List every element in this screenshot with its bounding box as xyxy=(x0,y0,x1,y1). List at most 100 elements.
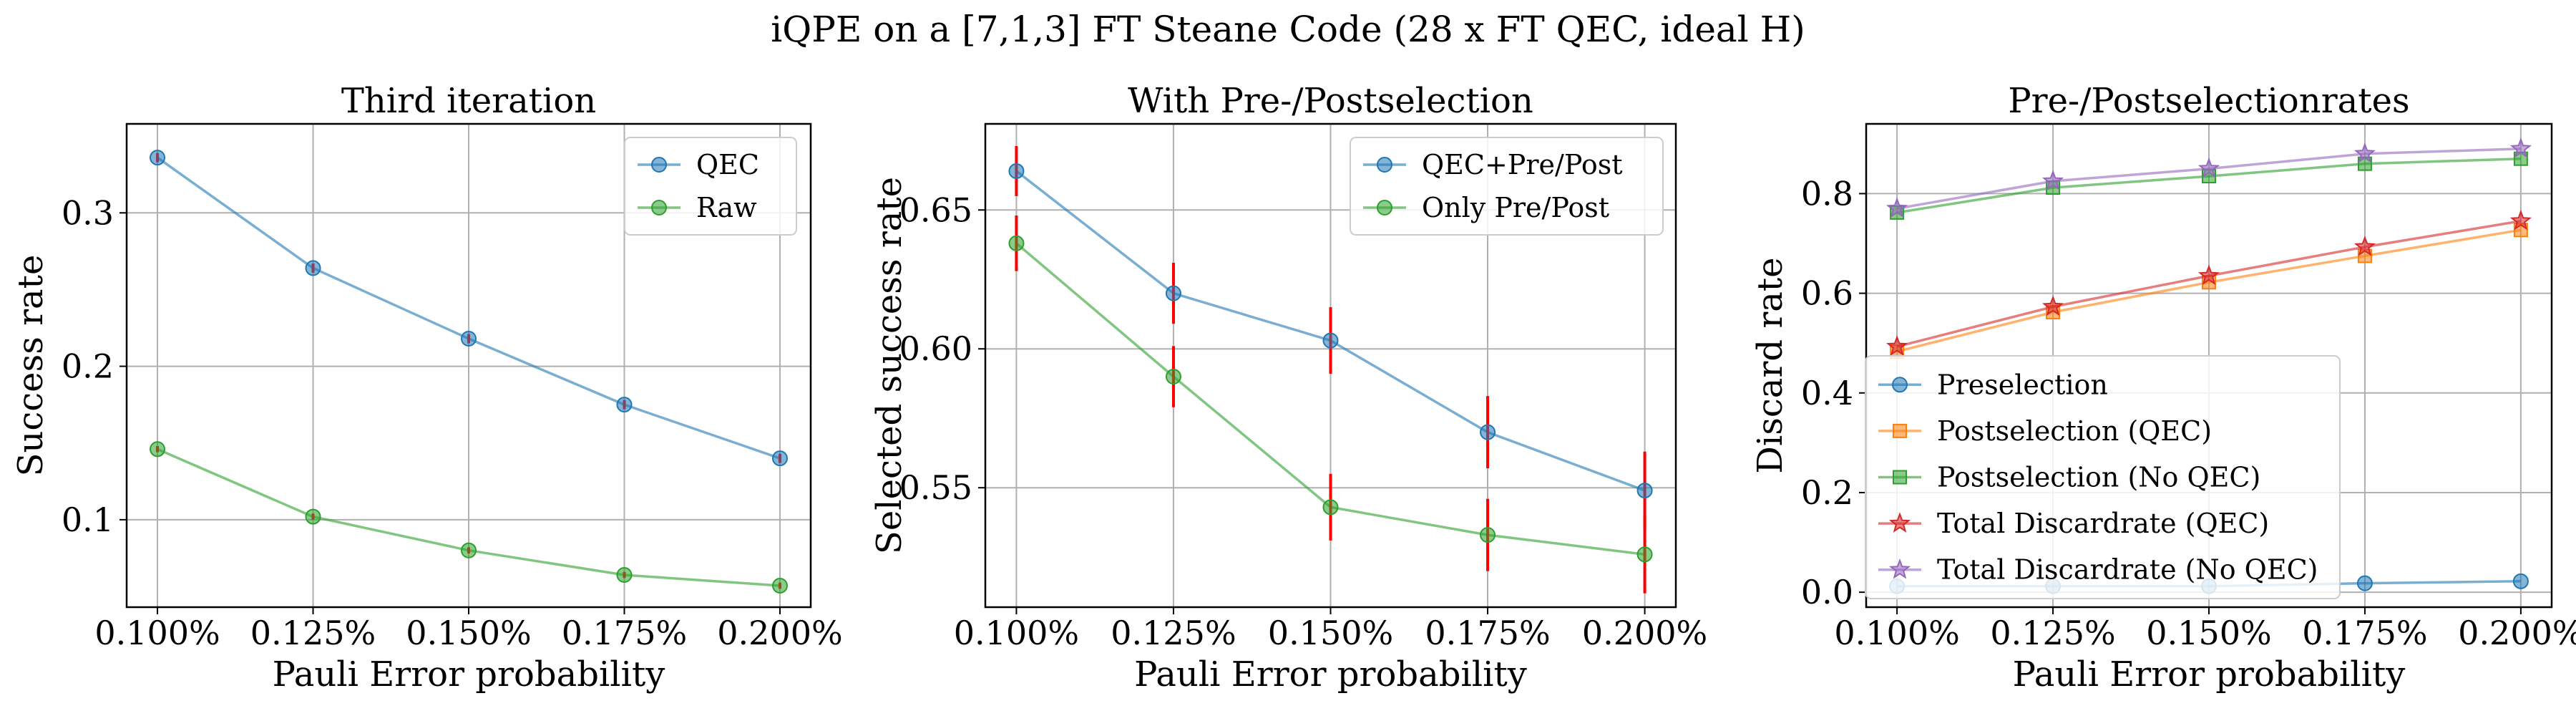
legend-marker xyxy=(1888,558,1911,579)
series-2 xyxy=(150,441,788,594)
y-tick-label: 0.3 xyxy=(62,193,114,232)
subplot-title: Pre-/Postselectionrates xyxy=(2008,81,2409,121)
y-tick-label: 0.55 xyxy=(899,468,972,507)
x-tick-label: 0.100% xyxy=(1834,614,1959,652)
data-point xyxy=(1480,527,1496,543)
data-point xyxy=(771,578,788,594)
data-point xyxy=(2353,142,2376,163)
x-tick-label: 0.125% xyxy=(1111,614,1236,652)
legend-marker xyxy=(1892,377,1908,393)
data-point xyxy=(150,441,166,458)
legend-frame xyxy=(1350,137,1664,236)
data-point xyxy=(1636,546,1653,563)
data-point xyxy=(1636,483,1653,499)
data-point xyxy=(616,567,633,583)
y-tick-label: 0.8 xyxy=(1801,174,1853,213)
subplots: 0.100% 0.125% 0.150% 0.175% 0.200% 0.1 0.2 0.3 T… xyxy=(11,81,2576,695)
series-1 xyxy=(1008,146,1653,530)
data-point xyxy=(1886,197,1908,218)
data-point xyxy=(1480,424,1496,440)
y-tick-label: 0.65 xyxy=(899,190,972,229)
y-tick-label: 0.1 xyxy=(62,500,114,539)
y-tick-label: 0.60 xyxy=(899,329,972,368)
x-tick-label: 0.150% xyxy=(406,614,531,652)
legend-label: Postselection (QEC) xyxy=(1937,415,2212,447)
subplot-3: 0.100% 0.125% 0.150% 0.175% 0.200% 0.0 0.2 0.4 0… xyxy=(1750,81,2576,695)
figure-suptitle: iQPE on a [7,1,3] FT Steane Code (28 x F… xyxy=(771,9,1805,50)
legend-label: Preselection xyxy=(1937,369,2108,400)
data-point xyxy=(2042,170,2064,190)
legend-label: QEC xyxy=(696,149,759,180)
x-axis-label: Pauli Error probability xyxy=(1134,654,1527,695)
subplot-2: 0.100% 0.125% 0.150% 0.175% 0.200% 0.55 0.60 0.… xyxy=(869,81,1707,695)
series-2 xyxy=(1008,216,1653,594)
data-point xyxy=(616,397,633,413)
data-point xyxy=(305,508,321,525)
legend-marker xyxy=(651,157,667,173)
data-point xyxy=(305,260,321,276)
data-point xyxy=(2356,575,2373,591)
series-5 xyxy=(1886,137,2532,218)
x-axis-label: Pauli Error probability xyxy=(2013,654,2406,695)
x-tick-label: 0.200% xyxy=(2458,614,2576,652)
x-axis-label: Pauli Error probability xyxy=(273,654,665,695)
data-point xyxy=(1008,163,1025,179)
data-point xyxy=(2512,573,2529,589)
data-point xyxy=(2509,137,2532,158)
y-axis-label: Selected success rate xyxy=(869,177,909,554)
legend-frame xyxy=(1865,355,2341,599)
data-point xyxy=(2509,209,2532,231)
legend-marker xyxy=(1377,200,1392,216)
legend: QEC Raw xyxy=(624,137,797,236)
x-tick-label: 0.175% xyxy=(562,614,687,652)
y-axis-label: Success rate xyxy=(11,255,51,477)
series-1 xyxy=(150,150,788,467)
data-point xyxy=(771,450,788,467)
x-tick-label: 0.125% xyxy=(1990,614,2115,652)
y-tick-label: 0.2 xyxy=(1801,473,1853,512)
legend-label: Raw xyxy=(696,192,757,223)
data-point xyxy=(2042,295,2064,316)
legend: QEC+Pre/Post Only Pre/Post xyxy=(1350,137,1664,236)
data-point xyxy=(1165,285,1181,301)
legend-label: Total Discardrate (QEC) xyxy=(1937,508,2269,539)
data-point xyxy=(461,331,477,347)
data-point xyxy=(1008,235,1025,251)
legend-label: QEC+Pre/Post xyxy=(1422,149,1623,180)
x-tick-label: 0.200% xyxy=(1582,614,1707,652)
series-4 xyxy=(1886,209,2532,356)
legend-marker xyxy=(1377,157,1392,173)
y-tick-label: 0.6 xyxy=(1801,274,1853,313)
x-tick-label: 0.125% xyxy=(250,614,376,652)
data-point xyxy=(150,150,166,166)
y-tick-label: 0.2 xyxy=(62,347,114,386)
data-point xyxy=(2197,157,2220,178)
legend: Preselection Postselection (QEC) Postselec… xyxy=(1865,355,2341,599)
legend-marker xyxy=(1893,423,1907,438)
data-point xyxy=(1165,369,1181,385)
legend-label: Only Pre/Post xyxy=(1422,192,1609,223)
data-point xyxy=(2353,236,2376,256)
legend-frame xyxy=(624,137,797,236)
x-tick-label: 0.150% xyxy=(1268,614,1393,652)
x-tick-label: 0.200% xyxy=(717,614,842,652)
subplot-1: 0.100% 0.125% 0.150% 0.175% 0.200% 0.1 0.2 0.3 T… xyxy=(11,81,843,695)
subplot-title: Third iteration xyxy=(341,81,596,121)
y-tick-label: 0.4 xyxy=(1801,374,1853,412)
data-point xyxy=(1322,499,1339,516)
x-tick-label: 0.175% xyxy=(2302,614,2427,652)
x-tick-label: 0.150% xyxy=(2146,614,2271,652)
subplot-title: With Pre-/Postselection xyxy=(1128,81,1533,121)
data-point xyxy=(461,542,477,558)
data-point xyxy=(2197,264,2220,286)
data-point xyxy=(1322,332,1339,349)
legend-marker xyxy=(1888,512,1911,533)
x-tick-label: 0.100% xyxy=(94,614,220,652)
y-tick-label: 0.0 xyxy=(1801,573,1853,611)
legend-label: Total Discardrate (No QEC) xyxy=(1937,554,2318,586)
x-tick-label: 0.175% xyxy=(1425,614,1550,652)
x-tick-label: 0.100% xyxy=(954,614,1079,652)
data-point xyxy=(1886,335,1908,356)
legend-marker xyxy=(1893,470,1907,485)
